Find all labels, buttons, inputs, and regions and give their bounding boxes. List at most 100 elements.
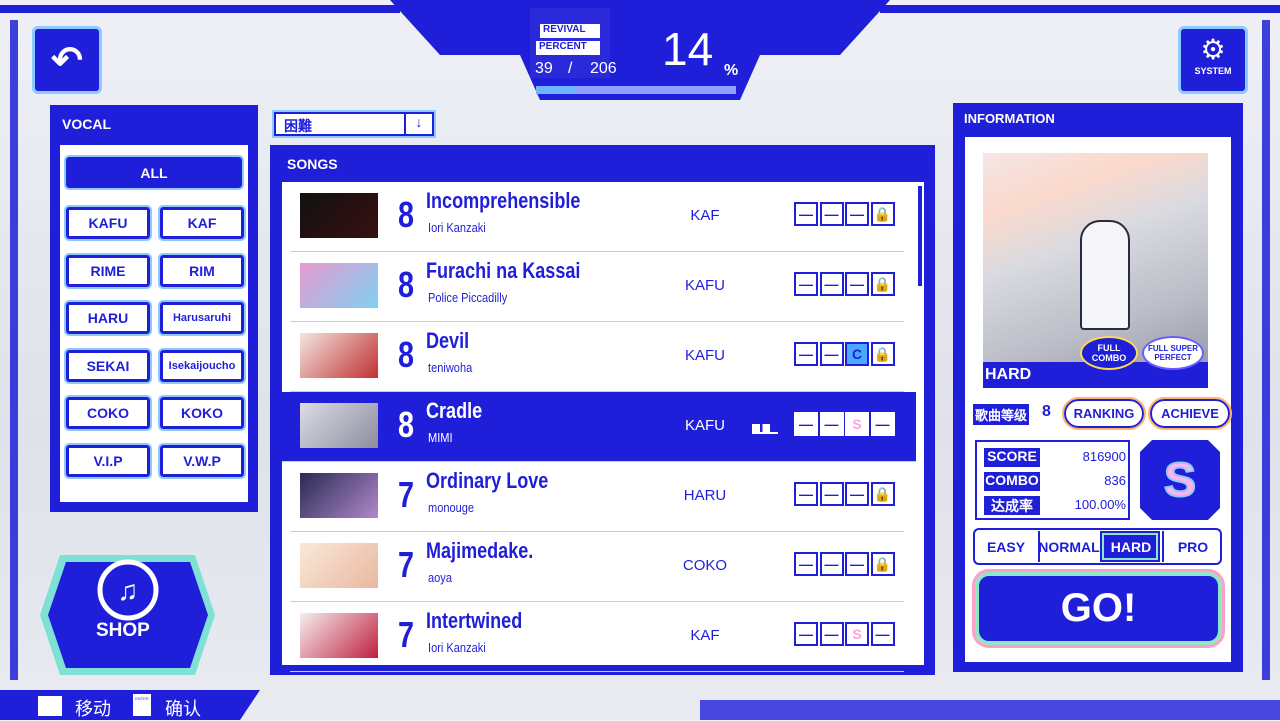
song-artist: Police Piccadilly xyxy=(428,290,508,305)
clear-badge: C xyxy=(845,342,869,366)
song-vocal: KAFU xyxy=(684,417,725,434)
lock-icon: 🔒 xyxy=(870,202,895,226)
vocal-filter[interactable]: KAFU xyxy=(64,205,152,241)
stat-value: 836 xyxy=(1104,473,1126,488)
revival-label: REVIVAL xyxy=(540,24,600,38)
clear-badge: — xyxy=(794,202,818,226)
vocal-filter[interactable]: KOKO xyxy=(158,395,246,431)
song-artist: Iori Kanzaki xyxy=(428,220,486,235)
vocal-filter[interactable]: RIM xyxy=(158,252,246,289)
difficulty-tab[interactable]: NORMAL xyxy=(1038,531,1100,562)
song-artist: teniwoha xyxy=(428,360,473,375)
song-level: 8 xyxy=(398,264,415,305)
song-row[interactable] xyxy=(290,252,904,322)
clear-badge: S xyxy=(845,622,869,646)
song-level: 7 xyxy=(398,614,415,655)
difficulty-tab[interactable]: PRO xyxy=(1162,531,1222,562)
vocal-filter[interactable]: V.I.P xyxy=(64,442,152,479)
clear-badge: — xyxy=(794,412,818,436)
clear-badge: — xyxy=(819,342,844,366)
move-label: 移动 xyxy=(75,699,111,719)
song-level: 8 xyxy=(398,404,415,445)
artwork-figure xyxy=(1080,220,1130,330)
lock-icon: 🔒 xyxy=(870,342,895,366)
lock-icon: 🔒 xyxy=(870,552,895,576)
song-level: 7 xyxy=(398,474,415,515)
song-row[interactable] xyxy=(290,462,904,532)
full-combo-medal: FULL COMBO xyxy=(1080,336,1138,370)
move-key-icon xyxy=(38,696,62,716)
song-title: Ordinary Love xyxy=(426,468,549,493)
percent-sign: % xyxy=(724,62,739,79)
song-vocal: KAFU xyxy=(684,277,725,294)
vocal-title: VOCAL xyxy=(62,116,111,132)
song-title: Cradle xyxy=(426,398,483,423)
clear-badge: — xyxy=(819,202,844,226)
song-vocal: COKO xyxy=(682,557,728,574)
vocal-filter[interactable]: HARU xyxy=(64,300,152,336)
song-artist: aoya xyxy=(428,570,452,585)
clear-badge: — xyxy=(870,622,895,646)
svg-text:♫: ♫ xyxy=(118,575,139,606)
song-thumbnail xyxy=(300,193,378,238)
vocal-filter[interactable]: SEKAI xyxy=(64,347,152,384)
song-row[interactable] xyxy=(290,182,904,252)
stat-label: SCORE xyxy=(984,448,1040,467)
shop-label[interactable]: SHOP xyxy=(96,620,150,641)
song-artist: Iori Kanzaki xyxy=(428,640,486,655)
info-button[interactable]: ACHIEVE xyxy=(1148,397,1232,430)
song-level: 7 xyxy=(398,544,415,585)
clear-badge: — xyxy=(819,412,844,436)
vocal-filter[interactable]: COKO xyxy=(64,395,152,431)
stat-value: 100.00% xyxy=(1074,497,1126,512)
info-button[interactable]: RANKING xyxy=(1062,397,1146,430)
level-label: 歌曲等级 xyxy=(973,404,1030,425)
difficulty-tab[interactable]: HARD xyxy=(1100,531,1160,562)
vocal-filter[interactable]: V.W.P xyxy=(158,442,246,479)
song-level: 8 xyxy=(398,194,415,235)
stat-value: 816900 xyxy=(1082,449,1126,464)
clear-badge: — xyxy=(819,552,844,576)
song-level: 8 xyxy=(398,334,415,375)
difficulty-dropdown[interactable]: 困難 ↓ xyxy=(272,110,436,138)
percentage: 14 xyxy=(662,23,714,75)
difficulty-tab[interactable]: EASY xyxy=(986,538,1026,555)
clear-badge: — xyxy=(819,482,844,506)
stats-box xyxy=(975,440,1130,520)
rank-box: S xyxy=(1140,440,1220,520)
clear-badge: S xyxy=(845,412,869,436)
clear-badge: — xyxy=(794,272,818,296)
vocal-filter[interactable]: Harusaruhi xyxy=(158,300,246,336)
song-thumbnail xyxy=(300,473,378,518)
song-row[interactable] xyxy=(290,602,904,672)
clear-badge: — xyxy=(819,622,844,646)
song-title: Furachi na Kassai xyxy=(426,258,581,283)
enter-key-icon: ENTER xyxy=(133,694,151,716)
confirm-label: 确认 xyxy=(165,699,201,719)
go-button[interactable]: GO! xyxy=(972,569,1225,648)
song-row[interactable] xyxy=(290,532,904,602)
back-button[interactable]: ↶ xyxy=(32,26,102,94)
full-super-perfect-medal: FULL SUPER PERFECT xyxy=(1142,336,1204,370)
song-vocal: KAF xyxy=(690,207,720,224)
song-row[interactable] xyxy=(290,322,904,392)
clear-badge: — xyxy=(845,482,869,506)
system-button[interactable]: ⚙ SYSTEM xyxy=(1178,26,1248,94)
vocal-filter[interactable]: RIME xyxy=(64,252,152,289)
all-filter[interactable]: ALL xyxy=(64,155,244,190)
song-thumbnail xyxy=(300,613,378,658)
separator: / xyxy=(568,60,573,77)
vocal-filter[interactable]: Isekaijoucho xyxy=(158,347,246,384)
clear-badge: — xyxy=(870,412,895,436)
scrollbar xyxy=(918,186,922,286)
song-vocal: HARU xyxy=(683,487,727,504)
total: 206 xyxy=(590,60,617,77)
cleared: 39 xyxy=(535,60,553,77)
songs-title: SONGS xyxy=(287,156,338,172)
song-artist: MIMI xyxy=(428,430,453,445)
stat-label: COMBO xyxy=(984,472,1040,491)
song-title: Majimedake. xyxy=(426,538,534,563)
vocal-filter[interactable]: KAF xyxy=(158,205,246,241)
